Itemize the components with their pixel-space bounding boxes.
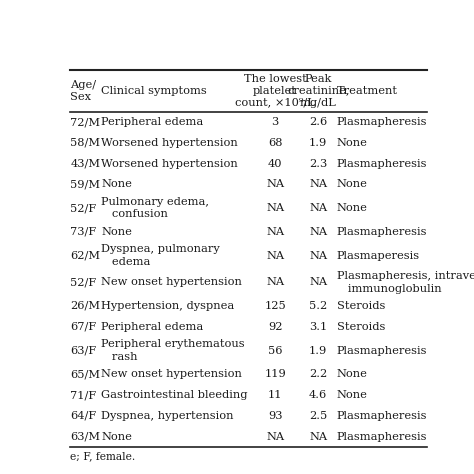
Text: 4.6: 4.6 bbox=[309, 390, 328, 400]
Text: 63/M: 63/M bbox=[70, 432, 100, 442]
Text: New onset hypertension: New onset hypertension bbox=[101, 369, 242, 379]
Text: 43/M: 43/M bbox=[70, 159, 100, 169]
Text: Peripheral erythematous
   rash: Peripheral erythematous rash bbox=[101, 339, 245, 362]
Text: 56: 56 bbox=[268, 346, 283, 356]
Text: NA: NA bbox=[266, 432, 284, 442]
Text: 68: 68 bbox=[268, 138, 283, 148]
Text: Worsened hypertension: Worsened hypertension bbox=[101, 159, 238, 169]
Text: Dyspnea, pulmonary
   edema: Dyspnea, pulmonary edema bbox=[101, 245, 220, 267]
Text: 1.9: 1.9 bbox=[309, 138, 328, 148]
Text: NA: NA bbox=[266, 227, 284, 237]
Text: 2.2: 2.2 bbox=[309, 369, 328, 379]
Text: Gastrointestinal bleeding: Gastrointestinal bleeding bbox=[101, 390, 248, 400]
Text: Plasmapheresis: Plasmapheresis bbox=[337, 432, 427, 442]
Text: New onset hypertension: New onset hypertension bbox=[101, 277, 242, 287]
Text: 52/F: 52/F bbox=[70, 203, 97, 213]
Text: Peripheral edema: Peripheral edema bbox=[101, 117, 204, 127]
Text: Plasmapheresis: Plasmapheresis bbox=[337, 227, 427, 237]
Text: 5.2: 5.2 bbox=[309, 301, 328, 311]
Text: Worsened hypertension: Worsened hypertension bbox=[101, 138, 238, 148]
Text: Plasmaperesis: Plasmaperesis bbox=[337, 251, 419, 261]
Text: Plasmapheresis: Plasmapheresis bbox=[337, 411, 427, 421]
Text: NA: NA bbox=[309, 180, 327, 190]
Text: The lowest
platelet
count, ×10⁹/L: The lowest platelet count, ×10⁹/L bbox=[235, 73, 315, 108]
Text: Plasmapheresis, intravenous
   immunoglobulin: Plasmapheresis, intravenous immunoglobul… bbox=[337, 271, 474, 293]
Text: e; F, female.: e; F, female. bbox=[70, 451, 136, 461]
Text: 125: 125 bbox=[264, 301, 286, 311]
Text: 72/M: 72/M bbox=[70, 117, 100, 127]
Text: None: None bbox=[101, 227, 132, 237]
Text: Pulmonary edema,
   confusion: Pulmonary edema, confusion bbox=[101, 197, 210, 219]
Text: Treatment: Treatment bbox=[337, 86, 398, 96]
Text: Clinical symptoms: Clinical symptoms bbox=[101, 86, 207, 96]
Text: 11: 11 bbox=[268, 390, 283, 400]
Text: 3.1: 3.1 bbox=[309, 322, 328, 332]
Text: Hypertension, dyspnea: Hypertension, dyspnea bbox=[101, 301, 235, 311]
Text: None: None bbox=[101, 180, 132, 190]
Text: 64/F: 64/F bbox=[70, 411, 97, 421]
Text: NA: NA bbox=[309, 277, 327, 287]
Text: 1.9: 1.9 bbox=[309, 346, 328, 356]
Text: NA: NA bbox=[266, 277, 284, 287]
Text: 52/F: 52/F bbox=[70, 277, 97, 287]
Text: None: None bbox=[337, 203, 367, 213]
Text: 67/F: 67/F bbox=[70, 322, 97, 332]
Text: 93: 93 bbox=[268, 411, 283, 421]
Text: Plasmapheresis: Plasmapheresis bbox=[337, 117, 427, 127]
Text: 59/M: 59/M bbox=[70, 180, 100, 190]
Text: None: None bbox=[337, 180, 367, 190]
Text: 73/F: 73/F bbox=[70, 227, 97, 237]
Text: None: None bbox=[337, 369, 367, 379]
Text: 92: 92 bbox=[268, 322, 283, 332]
Text: 2.5: 2.5 bbox=[309, 411, 328, 421]
Text: Age/
Sex: Age/ Sex bbox=[70, 80, 96, 101]
Text: Peripheral edema: Peripheral edema bbox=[101, 322, 204, 332]
Text: 58/M: 58/M bbox=[70, 138, 100, 148]
Text: 62/M: 62/M bbox=[70, 251, 100, 261]
Text: 2.6: 2.6 bbox=[309, 117, 328, 127]
Text: 26/M: 26/M bbox=[70, 301, 100, 311]
Text: NA: NA bbox=[309, 227, 327, 237]
Text: NA: NA bbox=[266, 203, 284, 213]
Text: Steroids: Steroids bbox=[337, 301, 385, 311]
Text: 71/F: 71/F bbox=[70, 390, 97, 400]
Text: 119: 119 bbox=[264, 369, 286, 379]
Text: 63/F: 63/F bbox=[70, 346, 97, 356]
Text: Plasmapheresis: Plasmapheresis bbox=[337, 159, 427, 169]
Text: Peak
creatinine,
mg/dL: Peak creatinine, mg/dL bbox=[287, 73, 349, 108]
Text: 2.3: 2.3 bbox=[309, 159, 328, 169]
Text: Steroids: Steroids bbox=[337, 322, 385, 332]
Text: None: None bbox=[337, 390, 367, 400]
Text: 65/M: 65/M bbox=[70, 369, 100, 379]
Text: 3: 3 bbox=[272, 117, 279, 127]
Text: None: None bbox=[337, 138, 367, 148]
Text: NA: NA bbox=[309, 432, 327, 442]
Text: None: None bbox=[101, 432, 132, 442]
Text: 40: 40 bbox=[268, 159, 283, 169]
Text: Plasmapheresis: Plasmapheresis bbox=[337, 346, 427, 356]
Text: NA: NA bbox=[266, 251, 284, 261]
Text: NA: NA bbox=[266, 180, 284, 190]
Text: NA: NA bbox=[309, 203, 327, 213]
Text: Dyspnea, hypertension: Dyspnea, hypertension bbox=[101, 411, 234, 421]
Text: NA: NA bbox=[309, 251, 327, 261]
